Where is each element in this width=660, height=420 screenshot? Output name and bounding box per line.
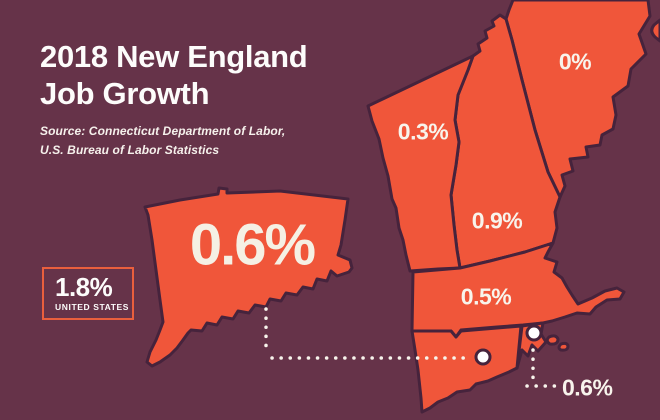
title-line-2: Job Growth	[40, 76, 210, 111]
label-vermont-value: 0.3%	[397, 118, 449, 145]
label-massachusetts-value: 0.5%	[460, 283, 512, 310]
source-line-2: U.S. Bureau of Labor Statistics	[40, 143, 220, 157]
label-maine-value: 0%	[558, 48, 592, 75]
source-line-1: Source: Connecticut Department of Labor,	[40, 124, 286, 138]
us-benchmark-value: 1.8%	[55, 272, 113, 302]
us-benchmark-box: 1.8% UNITED STATES	[42, 267, 134, 320]
us-benchmark-label: UNITED STATES	[55, 302, 130, 312]
label-connecticut-value: 0.6%	[189, 212, 316, 278]
page-title: 2018 New England Job Growth	[40, 38, 308, 112]
island-shape	[545, 334, 560, 346]
title-line-1: 2018 New England	[40, 39, 308, 74]
island-shape	[557, 341, 570, 352]
source-attribution: Source: Connecticut Department of Labor,…	[40, 122, 285, 160]
label-rhode-island-value: 0.6%	[562, 374, 613, 401]
connecticut-enlarged-shape	[143, 186, 354, 368]
maine-coast-island	[650, 18, 660, 43]
rhode-island-marker-dot	[525, 324, 543, 342]
state-connecticut-shape	[410, 324, 523, 414]
label-new-hampshire-value: 0.9%	[471, 207, 523, 234]
connecticut-marker-dot	[474, 348, 492, 366]
